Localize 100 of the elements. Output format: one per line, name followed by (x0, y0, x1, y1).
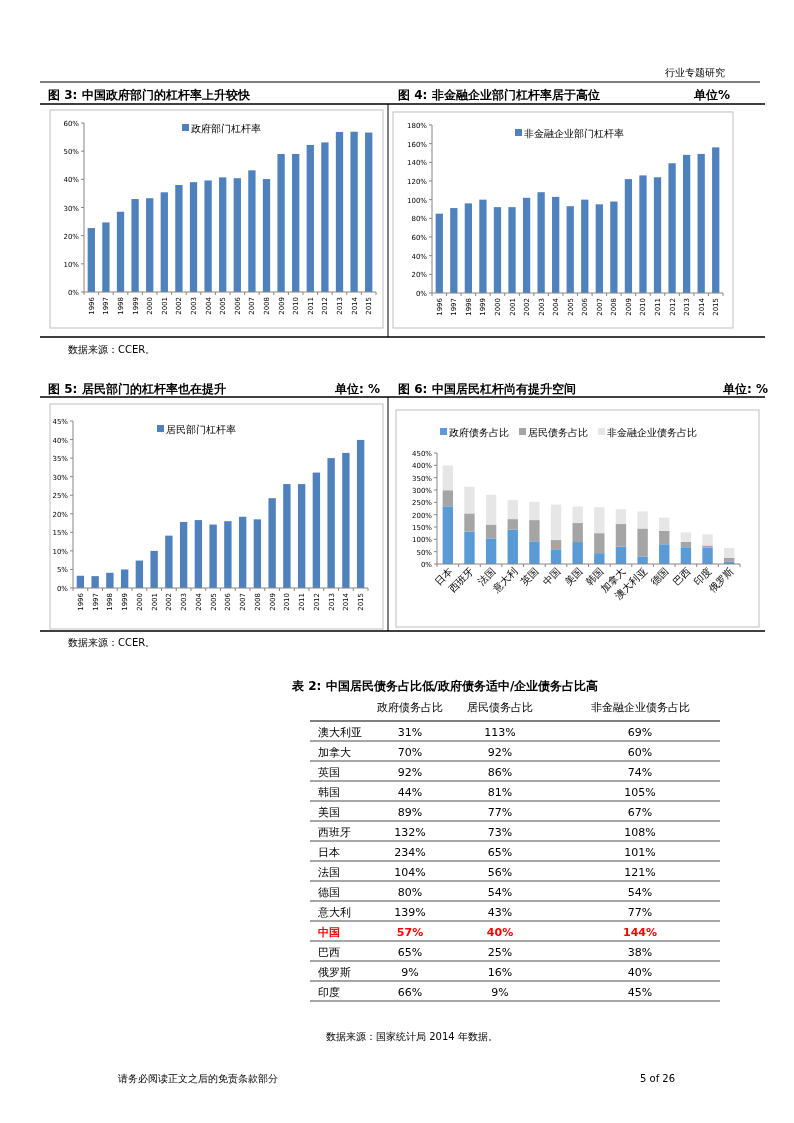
bar (566, 206, 574, 293)
text: 31% (397, 726, 423, 739)
bar (712, 147, 720, 293)
text: 60% (627, 746, 653, 759)
bar (204, 180, 212, 292)
bar (485, 538, 497, 564)
category-label: 日本 (318, 846, 340, 859)
text: 57% (396, 926, 424, 939)
chart-subtitle: 单位: % (722, 382, 768, 396)
text: 5 of 26 (640, 1073, 676, 1084)
text: 69% (627, 726, 653, 739)
bar (120, 569, 129, 588)
category-label: 非金融企业债务占比 (590, 701, 690, 714)
text: 9% (401, 966, 419, 979)
text: 40% (627, 966, 653, 979)
category-label: 加拿大 (318, 746, 351, 759)
category-label: 澳大利亚 (318, 726, 362, 739)
bar (450, 208, 458, 293)
bar (485, 494, 497, 525)
text: 144% (623, 926, 657, 939)
category-label: 英国 (318, 766, 340, 779)
bar (637, 511, 648, 529)
category-label: 德国 (318, 886, 340, 899)
bar (146, 198, 154, 292)
bar (723, 557, 735, 562)
text: 请务必阅读正文之后的免责条款部分 (118, 1073, 278, 1084)
bar (507, 529, 518, 564)
text: 101% (624, 846, 656, 859)
bar (253, 519, 262, 588)
chart-title: 图 6: 中国居民杠杆尚有提升空间 (398, 382, 576, 396)
bar (653, 177, 662, 293)
bar (552, 196, 560, 293)
legend-label: 政府部门杠杆率 (191, 123, 261, 134)
category-label: 政府债务占比 (377, 701, 443, 714)
bar (131, 199, 139, 292)
bar (702, 547, 713, 564)
bar (268, 498, 276, 588)
bar (680, 547, 692, 564)
text: 92% (487, 746, 513, 759)
text: 74% (627, 766, 653, 779)
bar (224, 521, 232, 588)
legend-label: 居民债务占比 (528, 427, 588, 438)
bar (106, 572, 114, 588)
bar (297, 484, 306, 588)
category-label: 印度 (318, 986, 340, 999)
bar (594, 553, 605, 564)
bar (639, 175, 647, 293)
bar (659, 544, 670, 564)
bar (179, 521, 188, 588)
bar (365, 132, 373, 292)
bar (668, 163, 676, 293)
category-label: 俄罗斯 (318, 966, 351, 979)
chart-title: 图 4: 非金融企业部门杠杆率居于高位 (398, 88, 600, 102)
bar (615, 509, 627, 525)
chart-title: 图 3: 中国政府部门的杠杆率上升较快 (48, 88, 251, 102)
text: 86% (487, 766, 513, 779)
bar (335, 132, 344, 292)
bar (277, 153, 285, 292)
text: 77% (487, 806, 513, 819)
bar (572, 523, 583, 543)
text: 234% (394, 846, 426, 859)
x-tick-label: 中国 (540, 565, 563, 588)
text: 38% (627, 946, 653, 959)
bar (248, 170, 256, 292)
text: 表 2: 中国居民债务占比低/政府债务适中/企业债务占比高 (291, 679, 599, 693)
bar (321, 142, 329, 292)
bar (594, 507, 605, 534)
x-tick-label: 德国 (648, 565, 671, 588)
text: 89% (397, 806, 423, 819)
bar (464, 486, 475, 514)
bar (485, 524, 497, 539)
bar (522, 197, 531, 293)
text: 16% (487, 966, 513, 979)
bar (262, 179, 271, 292)
bar (189, 182, 198, 292)
bar (507, 519, 518, 530)
text: 67% (627, 806, 653, 819)
x-tick-label: 英国 (518, 565, 541, 588)
chart-subtitle: 单位% (692, 88, 730, 102)
category-label: 法国 (318, 866, 340, 879)
bar (682, 154, 691, 293)
bar (175, 184, 183, 292)
x-tick-label: 巴西 (670, 565, 693, 588)
text: 65% (397, 946, 423, 959)
chart-subtitle: 单位: % (334, 382, 380, 396)
bar (442, 490, 454, 507)
bar (637, 528, 648, 557)
bar (615, 524, 627, 547)
bar (135, 560, 144, 588)
bar (550, 504, 562, 541)
text: 65% (487, 846, 513, 859)
bar (219, 177, 227, 292)
text: 92% (397, 766, 423, 779)
text: 43% (487, 906, 513, 919)
bar (209, 524, 217, 588)
bar (624, 179, 633, 293)
bar (572, 542, 583, 564)
bar (537, 192, 545, 293)
bar (594, 533, 605, 554)
text: 9% (491, 986, 509, 999)
